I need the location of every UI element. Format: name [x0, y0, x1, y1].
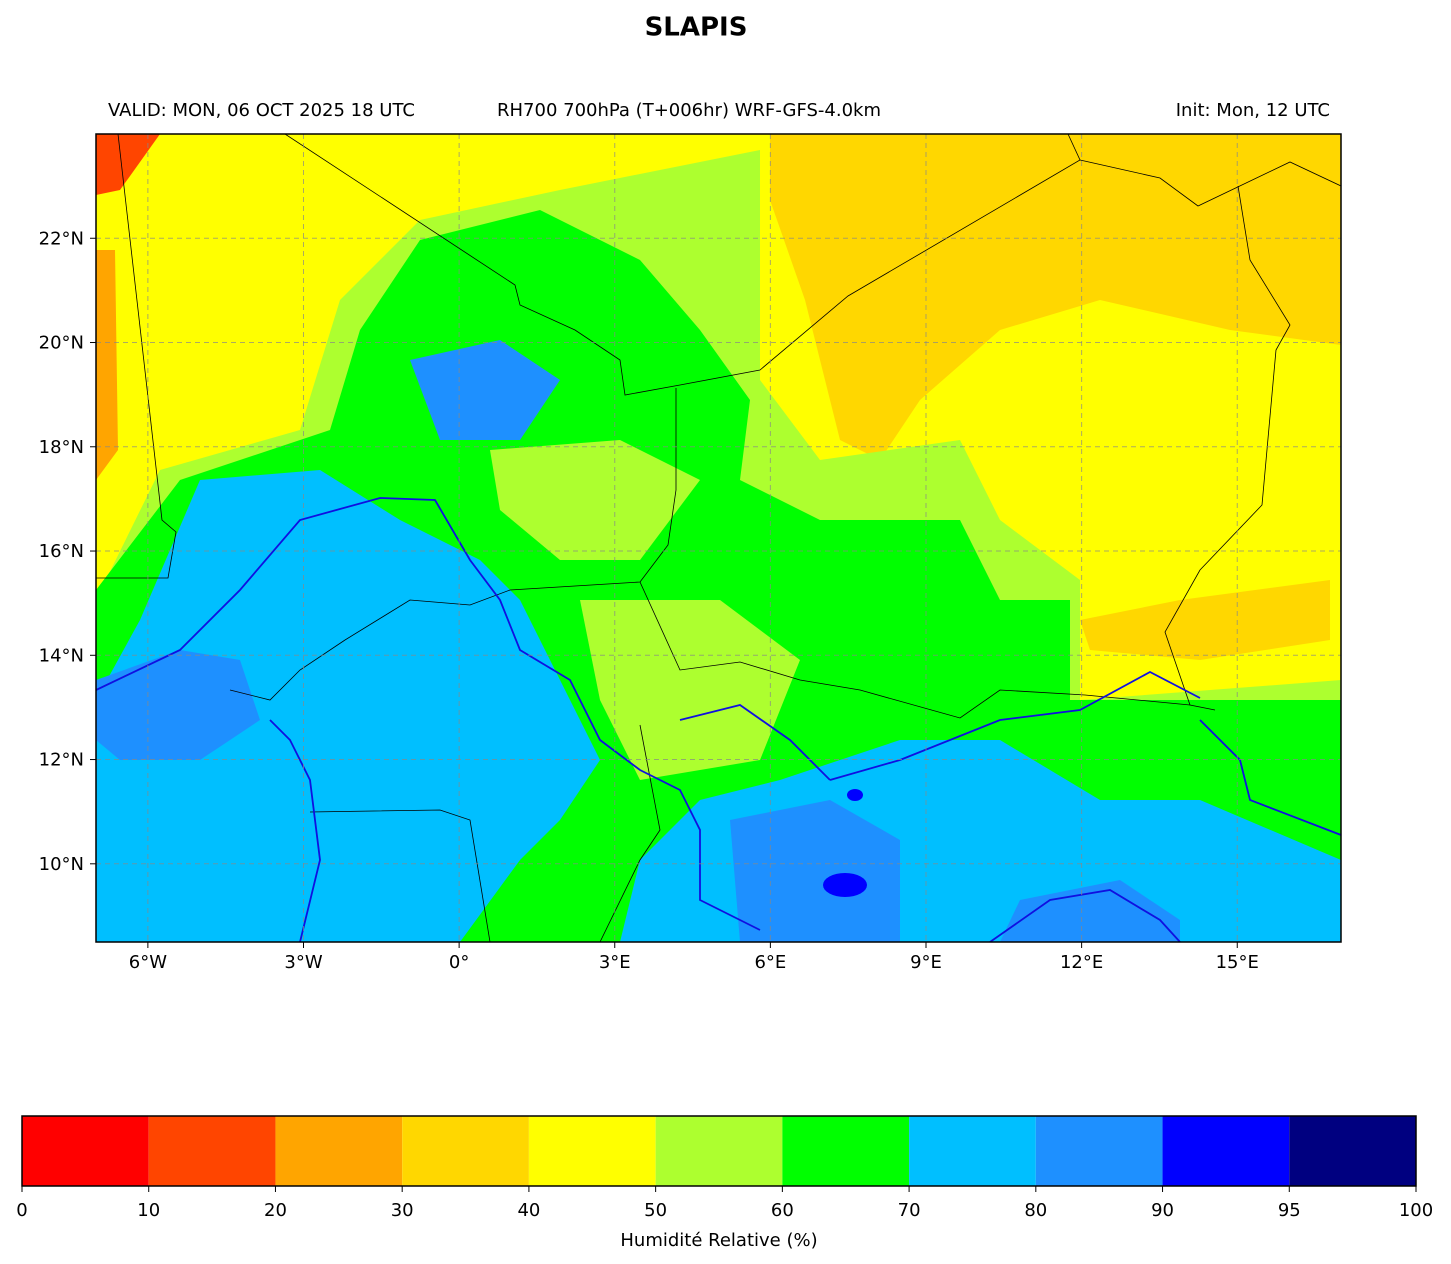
y-tick-label: 10°N [39, 854, 84, 875]
colorbar-frame [21, 1115, 1417, 1187]
colorbar-tick-label: 95 [1278, 1200, 1301, 1221]
colorbar-segment [1289, 1116, 1416, 1186]
y-tick-label: 16°N [39, 541, 84, 562]
y-tick-label: 20°N [39, 333, 84, 354]
y-tick-label: 18°N [39, 437, 84, 458]
colorbar-segment [402, 1116, 529, 1186]
colorbar-segment [275, 1116, 403, 1186]
colorbar-segment [655, 1116, 783, 1186]
colorbar-tick-label: 90 [1151, 1200, 1174, 1221]
colorbar-tick-label: 100 [1399, 1200, 1433, 1221]
y-tick-label: 22°N [39, 228, 84, 249]
colorbar-tick-label: 70 [898, 1200, 921, 1221]
colorbar-segment [1162, 1116, 1290, 1186]
x-tick-label: 0° [449, 952, 469, 973]
colorbar-tick-label: 10 [137, 1200, 160, 1221]
colorbar-tick-label: 20 [264, 1200, 287, 1221]
colorbar-segment [909, 1116, 1036, 1186]
x-tick-label: 15°E [1216, 952, 1259, 973]
y-tick-label: 12°N [39, 750, 84, 771]
colorbar-label: Humidité Relative (%) [620, 1230, 817, 1251]
humidity-field [96, 134, 1341, 942]
colorbar-segment [1035, 1116, 1163, 1186]
x-tick-label: 3°E [599, 952, 631, 973]
valid-time: VALID: MON, 06 OCT 2025 18 UTC [108, 100, 415, 121]
colorbar-tick-label: 50 [644, 1200, 667, 1221]
colorbar-tick-label: 30 [391, 1200, 414, 1221]
x-tick-label: 3°W [284, 952, 322, 973]
x-tick-label: 6°E [754, 952, 786, 973]
init-time: Init: Mon, 12 UTC [1176, 100, 1330, 121]
colorbar-segment [22, 1116, 149, 1186]
title: SLAPIS [645, 13, 748, 43]
x-tick-label: 6°W [129, 952, 167, 973]
colorbar-segment [528, 1116, 656, 1186]
colorbar-tick-label: 80 [1024, 1200, 1047, 1221]
y-tick-label: 14°N [39, 645, 84, 666]
colorbar-segment [148, 1116, 276, 1186]
colorbar-segment [782, 1116, 910, 1186]
x-tick-label: 9°E [910, 952, 942, 973]
field-label: RH700 700hPa (T+006hr) WRF-GFS-4.0km [497, 100, 881, 121]
x-tick-label: 12°E [1060, 952, 1103, 973]
map-frame [95, 133, 1342, 943]
colorbar-tick-label: 0 [16, 1200, 27, 1221]
colorbar-tick-label: 60 [771, 1200, 794, 1221]
colorbar-tick-label: 40 [517, 1200, 540, 1221]
